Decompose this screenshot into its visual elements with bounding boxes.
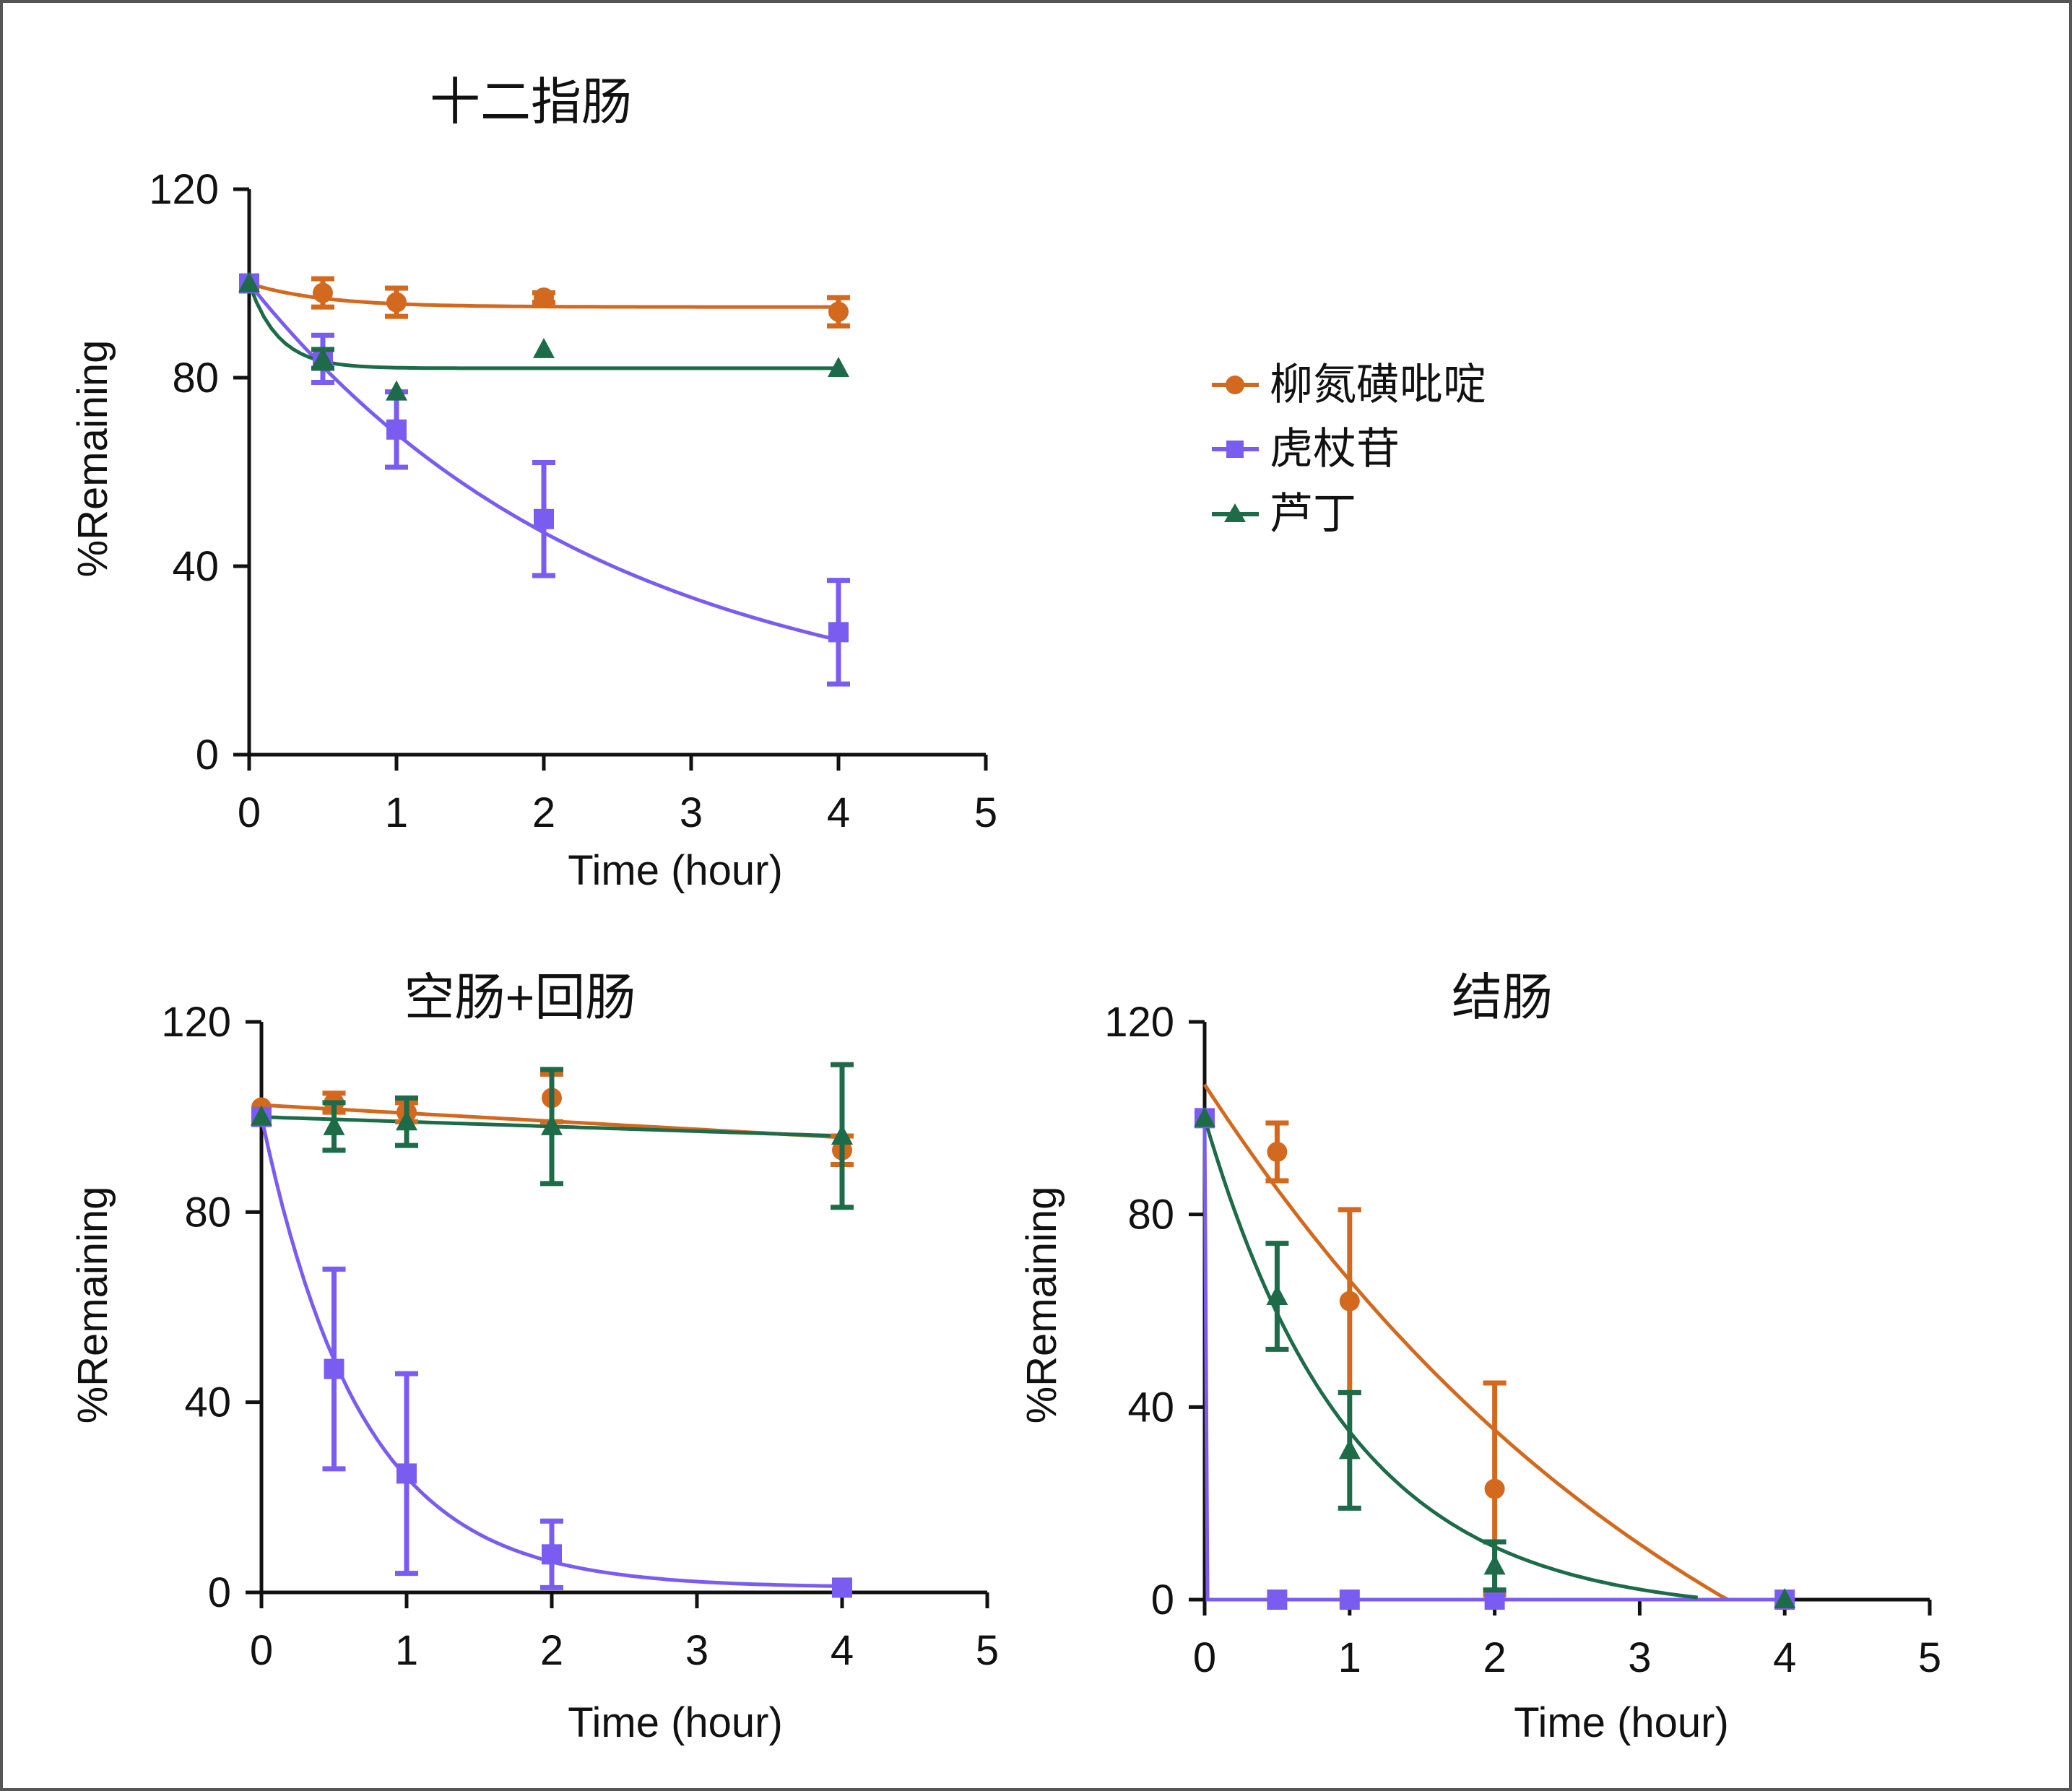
data-point-square	[828, 622, 849, 643]
data-point-square	[396, 1463, 417, 1484]
y-axis-label: %Remaining	[1018, 1187, 1065, 1424]
legend-label: 芦丁	[1270, 490, 1356, 538]
x-tick-label: 1	[385, 789, 408, 836]
chart-title: 空肠+回肠	[404, 969, 636, 1025]
legend-marker-circle	[1226, 376, 1244, 394]
x-axis-label: Time (hour)	[568, 847, 783, 894]
x-axis-label: Time (hour)	[1514, 1699, 1729, 1746]
data-point-square	[386, 419, 407, 440]
data-point-square	[324, 1358, 344, 1379]
x-tick-label: 3	[1628, 1634, 1651, 1681]
data-point-square	[1484, 1590, 1505, 1610]
legend-item: 虎杖苷	[1212, 425, 1400, 473]
y-tick-label: 80	[172, 355, 219, 402]
data-point-square	[1267, 1590, 1288, 1610]
fit-curve-circle	[1202, 1083, 1748, 1602]
legend-label: 虎杖苷	[1270, 425, 1400, 473]
x-tick-label: 0	[1193, 1634, 1216, 1681]
data-point-circle	[386, 292, 407, 313]
x-tick-label: 5	[974, 789, 997, 836]
legend-item: 柳氮磺吡啶	[1212, 360, 1486, 409]
y-tick-label: 120	[149, 166, 219, 213]
x-tick-label: 0	[238, 789, 261, 836]
data-point-square	[542, 1544, 562, 1565]
y-tick-label: 40	[172, 543, 219, 590]
y-tick-label: 80	[184, 1189, 231, 1236]
legend-label: 柳氮磺吡啶	[1270, 360, 1486, 409]
data-point-triangle	[1483, 1554, 1506, 1575]
y-tick-label: 120	[1104, 999, 1174, 1046]
y-tick-label: 0	[196, 732, 219, 779]
fit-curve-triangle	[247, 282, 838, 370]
chart-duodenum: 十二指肠 %Remaining Time (hour) 0 40 80 120 0 1 2 3…	[69, 74, 997, 894]
x-axis-label: Time (hour)	[568, 1699, 783, 1746]
legend-item: 芦丁	[1212, 490, 1356, 538]
x-tick-label: 4	[831, 1627, 854, 1674]
data-point-circle	[1267, 1142, 1288, 1162]
x-tick-label: 5	[976, 1627, 999, 1674]
x-tick-label: 4	[827, 789, 850, 836]
data-point-circle	[1484, 1478, 1505, 1499]
x-tick-label: 1	[1338, 1634, 1361, 1681]
data-point-triangle	[1338, 1439, 1361, 1460]
x-tick-label: 5	[1918, 1634, 1941, 1681]
y-tick-label: 40	[184, 1379, 231, 1426]
y-axis-label: %Remaining	[69, 340, 116, 578]
data-point-circle	[1339, 1291, 1360, 1311]
plot-area: 0 40 80 120 0 1 2 3 4 5	[161, 999, 999, 1674]
data-point-triangle	[541, 1114, 563, 1135]
x-tick-label: 1	[395, 1627, 418, 1674]
data-point-square	[832, 1577, 852, 1598]
data-point-circle	[828, 301, 849, 322]
y-tick-label: 0	[208, 1569, 231, 1616]
fit-curve-square	[1202, 1118, 1785, 1602]
chart-jejunum-ileum: 空肠+回肠 %Remaining Time (hour) 0 40 80 120 0 1 2…	[69, 969, 999, 1746]
legend: 柳氮磺吡啶 虎杖苷 芦丁	[1212, 360, 1486, 538]
plot-area: 0 40 80 120 0 1 2 3 4 5	[149, 166, 997, 836]
x-tick-label: 3	[685, 1627, 708, 1674]
data-point-circle	[313, 282, 333, 303]
chart-colon: 结肠 %Remaining Time (hour) 0 40 80 120 0 1 2 3 4 5	[1018, 969, 1941, 1746]
data-point-triangle	[396, 1110, 417, 1131]
y-axis-label: %Remaining	[69, 1187, 116, 1424]
y-tick-label: 80	[1127, 1192, 1174, 1239]
data-point-triangle	[1194, 1106, 1215, 1127]
x-tick-label: 3	[680, 789, 703, 836]
data-point-triangle	[238, 272, 260, 292]
data-point-triangle	[251, 1105, 272, 1126]
legend-marker-triangle	[1224, 503, 1246, 522]
data-point-triangle	[1266, 1285, 1288, 1305]
plot-area: 0 40 80 120 0 1 2 3 4 5	[1104, 999, 1941, 1681]
x-tick-label: 2	[540, 1627, 563, 1674]
y-tick-label: 120	[161, 999, 231, 1046]
data-point-triangle	[828, 356, 849, 377]
data-point-triangle	[831, 1124, 853, 1145]
y-tick-label: 0	[1151, 1577, 1174, 1623]
legend-marker-square	[1226, 441, 1244, 458]
x-tick-label: 4	[1773, 1634, 1796, 1681]
data-point-square	[534, 508, 554, 529]
x-tick-label: 2	[1483, 1634, 1506, 1681]
y-tick-label: 40	[1127, 1384, 1174, 1431]
x-tick-label: 2	[532, 789, 555, 836]
fit-curve-triangle	[1202, 1117, 1698, 1600]
data-point-square	[1339, 1590, 1360, 1610]
data-point-triangle	[323, 1114, 345, 1135]
data-point-triangle	[312, 347, 334, 368]
chart-title: 十二指肠	[430, 74, 632, 130]
data-point-triangle	[1774, 1588, 1796, 1608]
data-point-circle	[534, 287, 554, 308]
data-point-triangle	[533, 337, 555, 358]
chart-title: 结肠	[1452, 969, 1553, 1025]
x-tick-label: 0	[250, 1627, 273, 1674]
data-point-triangle	[386, 380, 407, 401]
